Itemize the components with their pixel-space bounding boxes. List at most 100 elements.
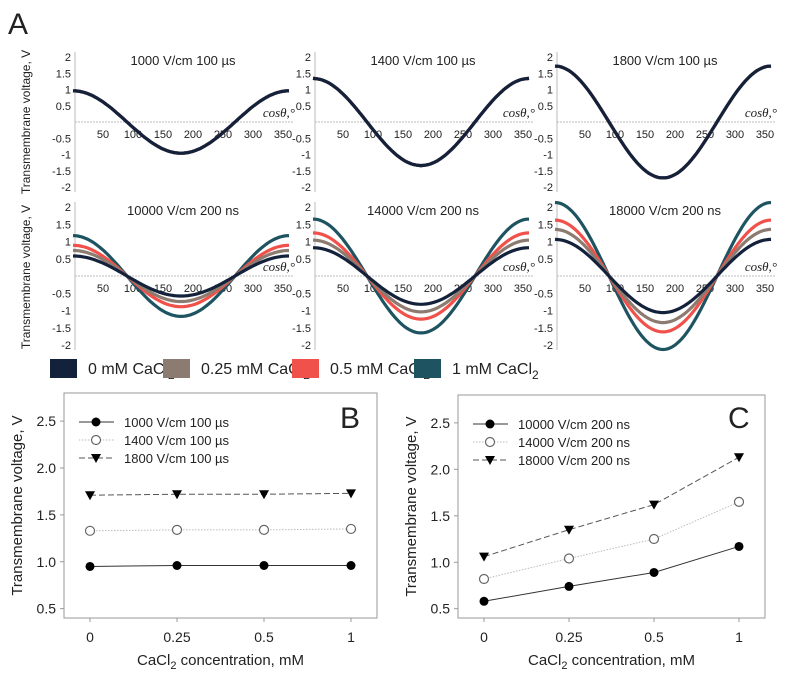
x-tick-label: 200 xyxy=(666,129,684,141)
x-tick-label: 50 xyxy=(579,129,591,141)
marker-open-circle xyxy=(733,496,745,507)
y-tick-label: -0.5 xyxy=(52,288,71,300)
marker-down-triangle xyxy=(649,500,659,510)
marker-open-circle xyxy=(648,533,660,545)
legend-swatch xyxy=(414,359,441,378)
x-tick-label: 200 xyxy=(184,283,202,295)
x-axis-label: cosθ,° xyxy=(503,259,535,274)
x-tick-label: 350 xyxy=(514,283,532,295)
marker-open-circle xyxy=(478,573,490,585)
y-tick-label: 1.5 xyxy=(296,68,311,80)
panel-label-b: B xyxy=(340,402,360,435)
x-tick-label: 300 xyxy=(484,129,502,141)
y-tick-label: -0.5 xyxy=(534,288,553,300)
y-tick-label: -1 xyxy=(61,150,71,162)
series: 10000 V/cm 200 ns xyxy=(473,417,744,606)
x-axis-label: CaCl2 concentration, mM xyxy=(528,652,695,672)
x-tick-label: 150 xyxy=(636,129,654,141)
y-tick-label: 1.5 xyxy=(296,219,311,231)
series: 1000 V/cm 100 µs xyxy=(79,415,356,571)
marker-filled-circle xyxy=(259,561,269,570)
y-axis-label: Transmembrane voltage, V xyxy=(403,416,420,596)
y-tick-label: 1.5 xyxy=(56,68,71,80)
x-tick-label: 300 xyxy=(726,283,744,295)
y-tick-label: 1 xyxy=(65,85,71,97)
x-tick-label: 350 xyxy=(756,129,774,141)
curve-0.5mM xyxy=(72,243,290,309)
series: 14000 V/cm 200 ns xyxy=(473,435,745,585)
y-tick-label: 1 xyxy=(65,237,71,249)
x-tick-label: 150 xyxy=(394,283,412,295)
marker-filled-circle xyxy=(649,567,659,577)
marker-filled-circle xyxy=(734,541,744,551)
curve-0.25mM xyxy=(554,227,772,325)
x-tick-label: 200 xyxy=(666,283,684,295)
marker-open-circle xyxy=(90,434,102,446)
x-tick-label: 0.5 xyxy=(644,629,664,645)
x-tick-label: 50 xyxy=(97,129,109,141)
marker-down-triangle xyxy=(259,490,269,500)
subplot: 21.510.5-0.5-1-1.5-250 100 150 200 250 300 350… xyxy=(534,52,777,194)
curve-0mM xyxy=(312,76,530,168)
x-axis-label: cosθ,° xyxy=(745,105,777,120)
subplot-title: 1000 V/cm 100 µs xyxy=(130,53,236,68)
marker-down-triangle xyxy=(479,552,489,562)
y-tick-label: 0.5 xyxy=(296,254,311,266)
y-tick-label: -0.5 xyxy=(534,133,553,145)
subplot: 21.510.5-0.5-1-1.5-250 100 150 200 250 300 350… xyxy=(292,202,535,352)
subplot-title: 10000 V/cm 200 ns xyxy=(127,203,240,218)
x-tick-label: 200 xyxy=(424,129,442,141)
x-tick-label: 300 xyxy=(726,129,744,141)
y-tick-label: -1.5 xyxy=(534,323,553,335)
marker-open-circle xyxy=(563,553,575,564)
y-tick-label: 0.5 xyxy=(431,601,451,617)
y-tick-label: 0.5 xyxy=(538,254,553,266)
x-axis-label-subscript: 2 xyxy=(170,660,176,672)
marker-filled-circle xyxy=(91,417,101,427)
series: 18000 V/cm 200 ns xyxy=(473,453,744,562)
y-tick-label: 1 xyxy=(305,237,311,249)
x-tick-label: 350 xyxy=(756,283,774,295)
marker-open-circle xyxy=(84,525,96,536)
y-tick-label: 0.5 xyxy=(56,254,71,266)
x-axis-label-rest: concentration, mM xyxy=(567,652,695,669)
marker-down-triangle xyxy=(485,456,495,465)
subplot-title: 18000 V/cm 200 ns xyxy=(609,203,722,218)
x-tick-label: 50 xyxy=(579,283,591,295)
x-axis-label: cosθ,° xyxy=(745,259,777,274)
curve-1mM xyxy=(72,234,290,319)
curve-0.5mM xyxy=(554,218,772,334)
y-tick-label: 1.0 xyxy=(37,554,57,570)
y-tick-label: -2 xyxy=(301,182,311,194)
y-tick-label: 2 xyxy=(305,52,311,64)
y-tick-label: -2 xyxy=(543,340,553,352)
legend-label: 1 mM CaCl2 xyxy=(452,361,539,382)
subplot: 21.510.5-0.5-1-1.5-250 100 150 200 250 300 350… xyxy=(534,200,777,352)
y-tick-label: 2.0 xyxy=(37,460,57,476)
series-line xyxy=(89,492,352,496)
y-tick-label: -1 xyxy=(543,150,553,162)
marker-open-circle xyxy=(171,524,183,535)
y-tick-label: 2 xyxy=(547,202,553,214)
y-tick-label: 0.5 xyxy=(56,101,71,113)
series: 1800 V/cm 100 µs xyxy=(79,451,356,501)
x-tick-label: 0.25 xyxy=(555,629,582,645)
x-tick-label: 50 xyxy=(337,283,349,295)
marker-open-circle xyxy=(345,523,357,535)
x-axis-label: CaCl2 concentration, mM xyxy=(137,652,304,672)
curve-0.5mM xyxy=(312,231,530,321)
y-tick-label: 2.5 xyxy=(431,415,451,431)
x-tick-label: 150 xyxy=(394,129,412,141)
y-tick-label: 1 xyxy=(305,85,311,97)
x-tick-label: 50 xyxy=(337,129,349,141)
y-tick-label: -2 xyxy=(543,182,553,194)
marker-down-triangle xyxy=(734,453,744,463)
curve-0.25mM xyxy=(312,238,530,314)
marker-down-triangle xyxy=(346,489,356,499)
y-tick-label: -1.5 xyxy=(52,166,71,178)
y-tick-label: -1.5 xyxy=(292,166,311,178)
marker-down-triangle xyxy=(91,454,101,463)
y-tick-label: 0.5 xyxy=(37,601,57,617)
y-tick-label: 0.5 xyxy=(538,101,553,113)
